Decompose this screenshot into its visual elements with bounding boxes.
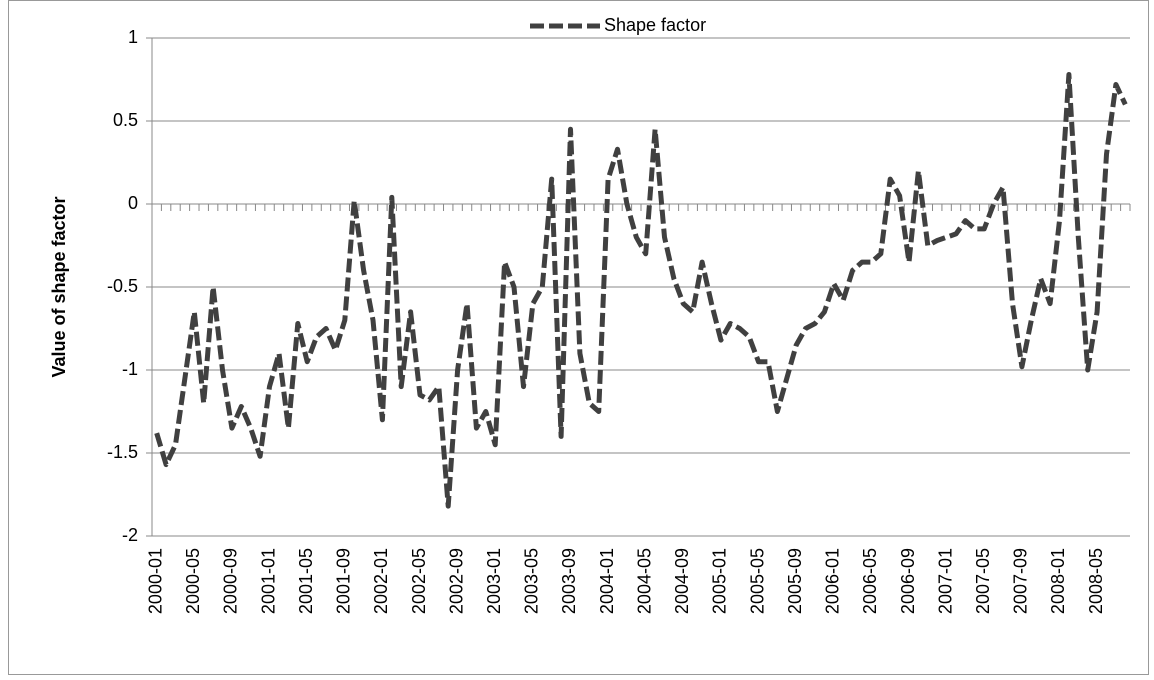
x-tick-label: 2005-09 [785,548,805,614]
x-tick-label: 2002-01 [371,548,391,614]
x-tick-label: 2003-09 [559,548,579,614]
x-tick-label: 2003-01 [484,548,504,614]
y-tick-label: 0.5 [113,110,138,130]
x-tick-label: 2004-05 [634,548,654,614]
x-tick-label: 2000-09 [221,548,241,614]
x-tick-label: 2006-05 [860,548,880,614]
x-tick-label: 2004-09 [672,548,692,614]
x-tick-label: 2007-05 [973,548,993,614]
x-tick-label: 2002-05 [409,548,429,614]
y-tick-label: -1.5 [107,442,138,462]
x-tick-label: 2008-05 [1086,548,1106,614]
x-tick-label: 2002-09 [446,548,466,614]
x-tick-label: 2000-01 [145,548,165,614]
x-tick-label: 2000-05 [183,548,203,614]
x-tick-label: 2008-01 [1048,548,1068,614]
legend-label: Shape factor [604,15,706,35]
x-tick-label: 2007-09 [1011,548,1031,614]
y-tick-label: 0 [128,193,138,213]
series-line [154,72,1128,509]
y-tick-label: -2 [122,525,138,545]
x-tick-label: 2007-01 [935,548,955,614]
y-axis-label: Value of shape factor [49,196,69,377]
x-tick-label: 2001-01 [258,548,278,614]
x-tick-label: 2001-09 [334,548,354,614]
x-tick-label: 2005-05 [747,548,767,614]
x-tick-label: 2006-01 [823,548,843,614]
x-tick-label: 2001-05 [296,548,316,614]
y-tick-label: 1 [128,27,138,47]
x-tick-label: 2005-01 [710,548,730,614]
x-tick-label: 2006-09 [898,548,918,614]
x-tick-label: 2003-05 [522,548,542,614]
y-tick-label: -1 [122,359,138,379]
x-tick-label: 2004-01 [597,548,617,614]
y-tick-label: -0.5 [107,276,138,296]
